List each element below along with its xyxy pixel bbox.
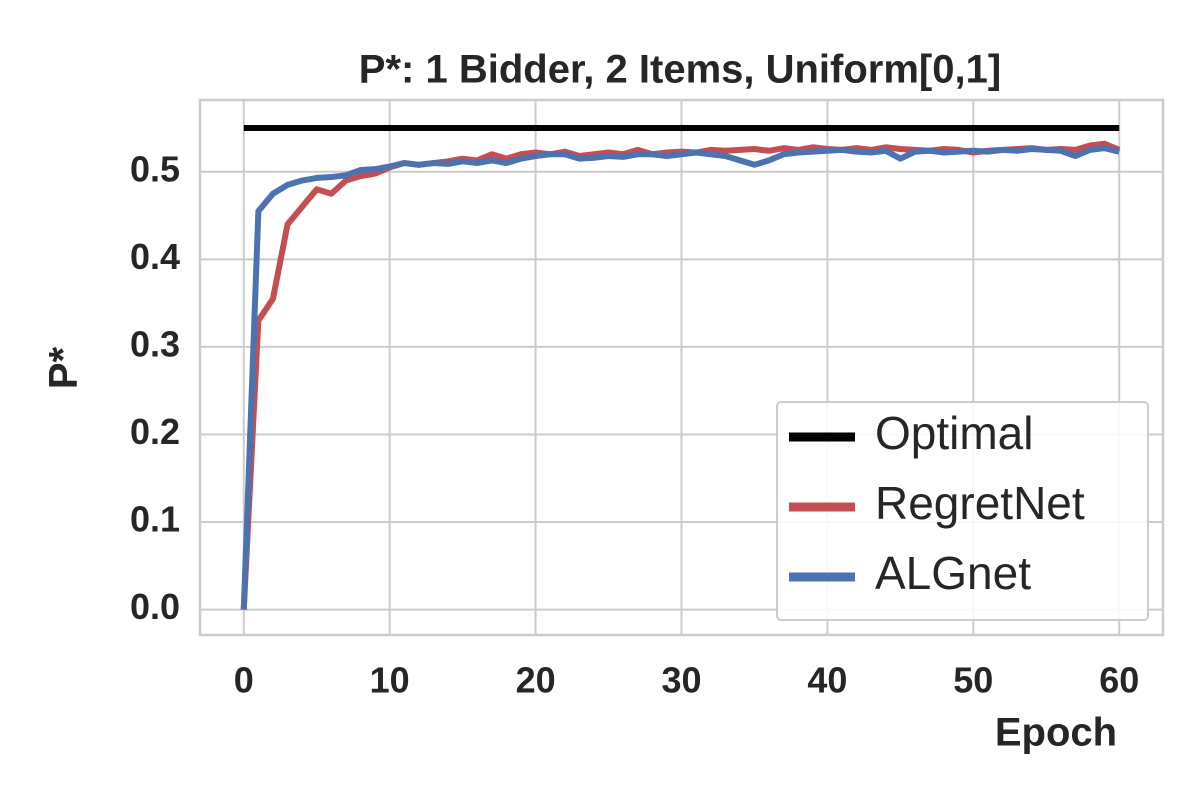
- y-tick-label: 0.4: [130, 236, 180, 277]
- x-tick-label: 50: [953, 660, 993, 701]
- x-tick-label: 10: [370, 660, 410, 701]
- legend-label: ALGnet: [875, 547, 1031, 599]
- legend-box: [776, 401, 1149, 621]
- y-tick-label: 0.1: [130, 499, 180, 540]
- x-tick-label: 40: [807, 660, 847, 701]
- x-tick-label: 60: [1099, 660, 1139, 701]
- series-line: [240, 145, 1120, 610]
- y-tick-label: 0.0: [130, 586, 180, 627]
- x-axis-label: Epoch: [995, 711, 1117, 755]
- plot-frame: [198, 98, 1165, 637]
- y-axis-label: P*: [42, 346, 86, 389]
- y-tick-label: 0.3: [130, 323, 180, 364]
- y-tick-label: 0.5: [130, 148, 180, 189]
- legend-label: RegretNet: [875, 477, 1085, 529]
- chart-title: P*: 1 Bidder, 2 Items, Uniform[0,1]: [359, 48, 1001, 92]
- y-tick-label: 0.2: [130, 411, 180, 452]
- x-tick-label: 20: [516, 660, 556, 701]
- legend-label: Optimal: [875, 407, 1033, 459]
- x-tick-label: 0: [234, 660, 254, 701]
- x-tick-label: 30: [661, 660, 701, 701]
